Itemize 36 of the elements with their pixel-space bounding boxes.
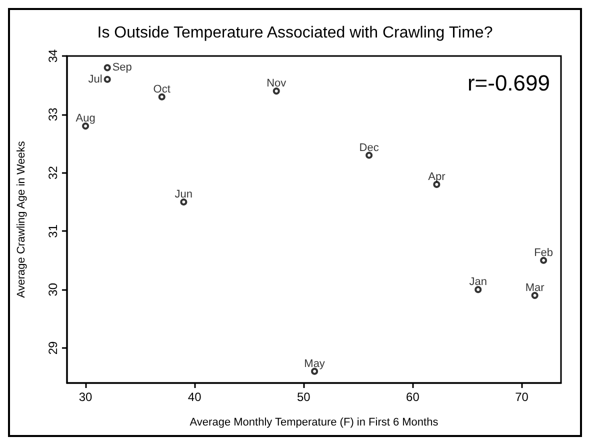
x-tick-label: 60: [406, 390, 420, 404]
point: [104, 64, 111, 72]
x-tick-label: 30: [78, 390, 93, 404]
annotation: Aug: [76, 112, 96, 125]
y-tick-label: 31: [46, 224, 60, 238]
point: [366, 152, 373, 159]
annotation: Dec: [359, 142, 380, 154]
y-axis-title: Average Crawling Age in Weeks: [16, 140, 28, 298]
x-tick-label: 70: [515, 390, 529, 404]
annotation: Oct: [153, 83, 170, 96]
chart-title: Is Outside Temperature Associated with Crawling Time?: [97, 24, 493, 42]
annotation: May: [304, 358, 326, 370]
point: [474, 286, 482, 294]
point: [531, 292, 538, 299]
annotation: Nov: [266, 78, 287, 90]
point: [180, 198, 188, 206]
annotation: Apr: [428, 170, 446, 183]
x-tick-label: 50: [296, 390, 311, 404]
point: [104, 76, 111, 83]
annotation: Sep: [112, 62, 132, 74]
annotation: Jul: [88, 73, 102, 86]
annotation: r=-0.699: [467, 70, 550, 96]
x-tick-label: 40: [188, 390, 202, 404]
x-axis-title: Average Monthly Temperature (F) in First 6 Months: [190, 416, 439, 428]
annotation: Mar: [525, 282, 545, 294]
y-tick-label: 32: [46, 166, 60, 180]
y-tick-label: 33: [46, 107, 60, 122]
point: [540, 256, 548, 264]
annotation: Feb: [534, 246, 554, 259]
y-tick-label: 34: [46, 49, 60, 63]
y-tick-label: 30: [46, 282, 60, 296]
point: [272, 88, 280, 95]
y-tick-label: 29: [46, 340, 60, 355]
annotation: Jun: [174, 188, 193, 200]
point: [158, 93, 166, 100]
annotation: Jan: [469, 276, 487, 288]
